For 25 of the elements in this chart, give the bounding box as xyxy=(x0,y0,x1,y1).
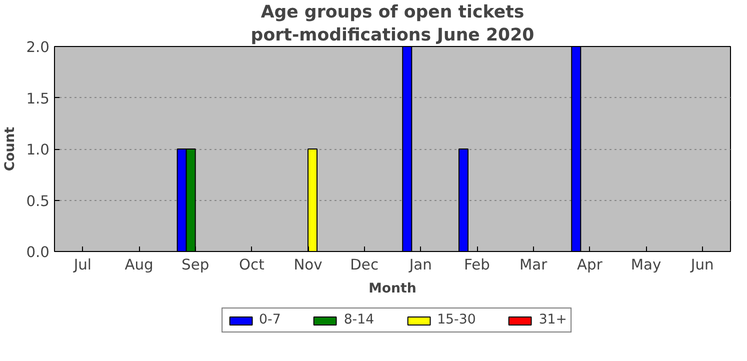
y-tick-label: 2.0 xyxy=(26,39,50,56)
x-tick-label: Jun xyxy=(690,256,714,274)
y-tick-label: 1.5 xyxy=(26,90,50,108)
chart-subtitle: port-modifications June 2020 xyxy=(250,26,534,46)
y-axis-title: Count xyxy=(3,126,18,172)
x-tick-label: Nov xyxy=(294,256,323,274)
x-tick-label: Apr xyxy=(576,256,604,274)
x-tick-label: Sep xyxy=(182,256,210,274)
y-tick-label: 1.0 xyxy=(26,142,50,158)
y-tick-label: 0.0 xyxy=(26,244,50,261)
legend-label: 31+ xyxy=(538,312,567,328)
x-tick-label: Jul xyxy=(72,256,92,274)
y-tick-label: 0.5 xyxy=(26,192,50,210)
x-tick-label: Feb xyxy=(464,256,490,274)
x-tick-label: Dec xyxy=(350,256,379,274)
x-tick-label: Oct xyxy=(238,256,265,274)
legend-label: 15-30 xyxy=(437,312,476,328)
x-tick-label: May xyxy=(630,256,662,274)
x-tick-label: Mar xyxy=(520,256,548,274)
x-tick-label: Jan xyxy=(408,256,432,274)
x-axis-title: Month xyxy=(368,282,416,296)
legend-label: 8-14 xyxy=(344,312,374,328)
x-tick-label: Aug xyxy=(124,256,154,274)
chart-title: Age groups of open tickets xyxy=(260,2,524,22)
legend-label: 0-7 xyxy=(259,312,281,328)
